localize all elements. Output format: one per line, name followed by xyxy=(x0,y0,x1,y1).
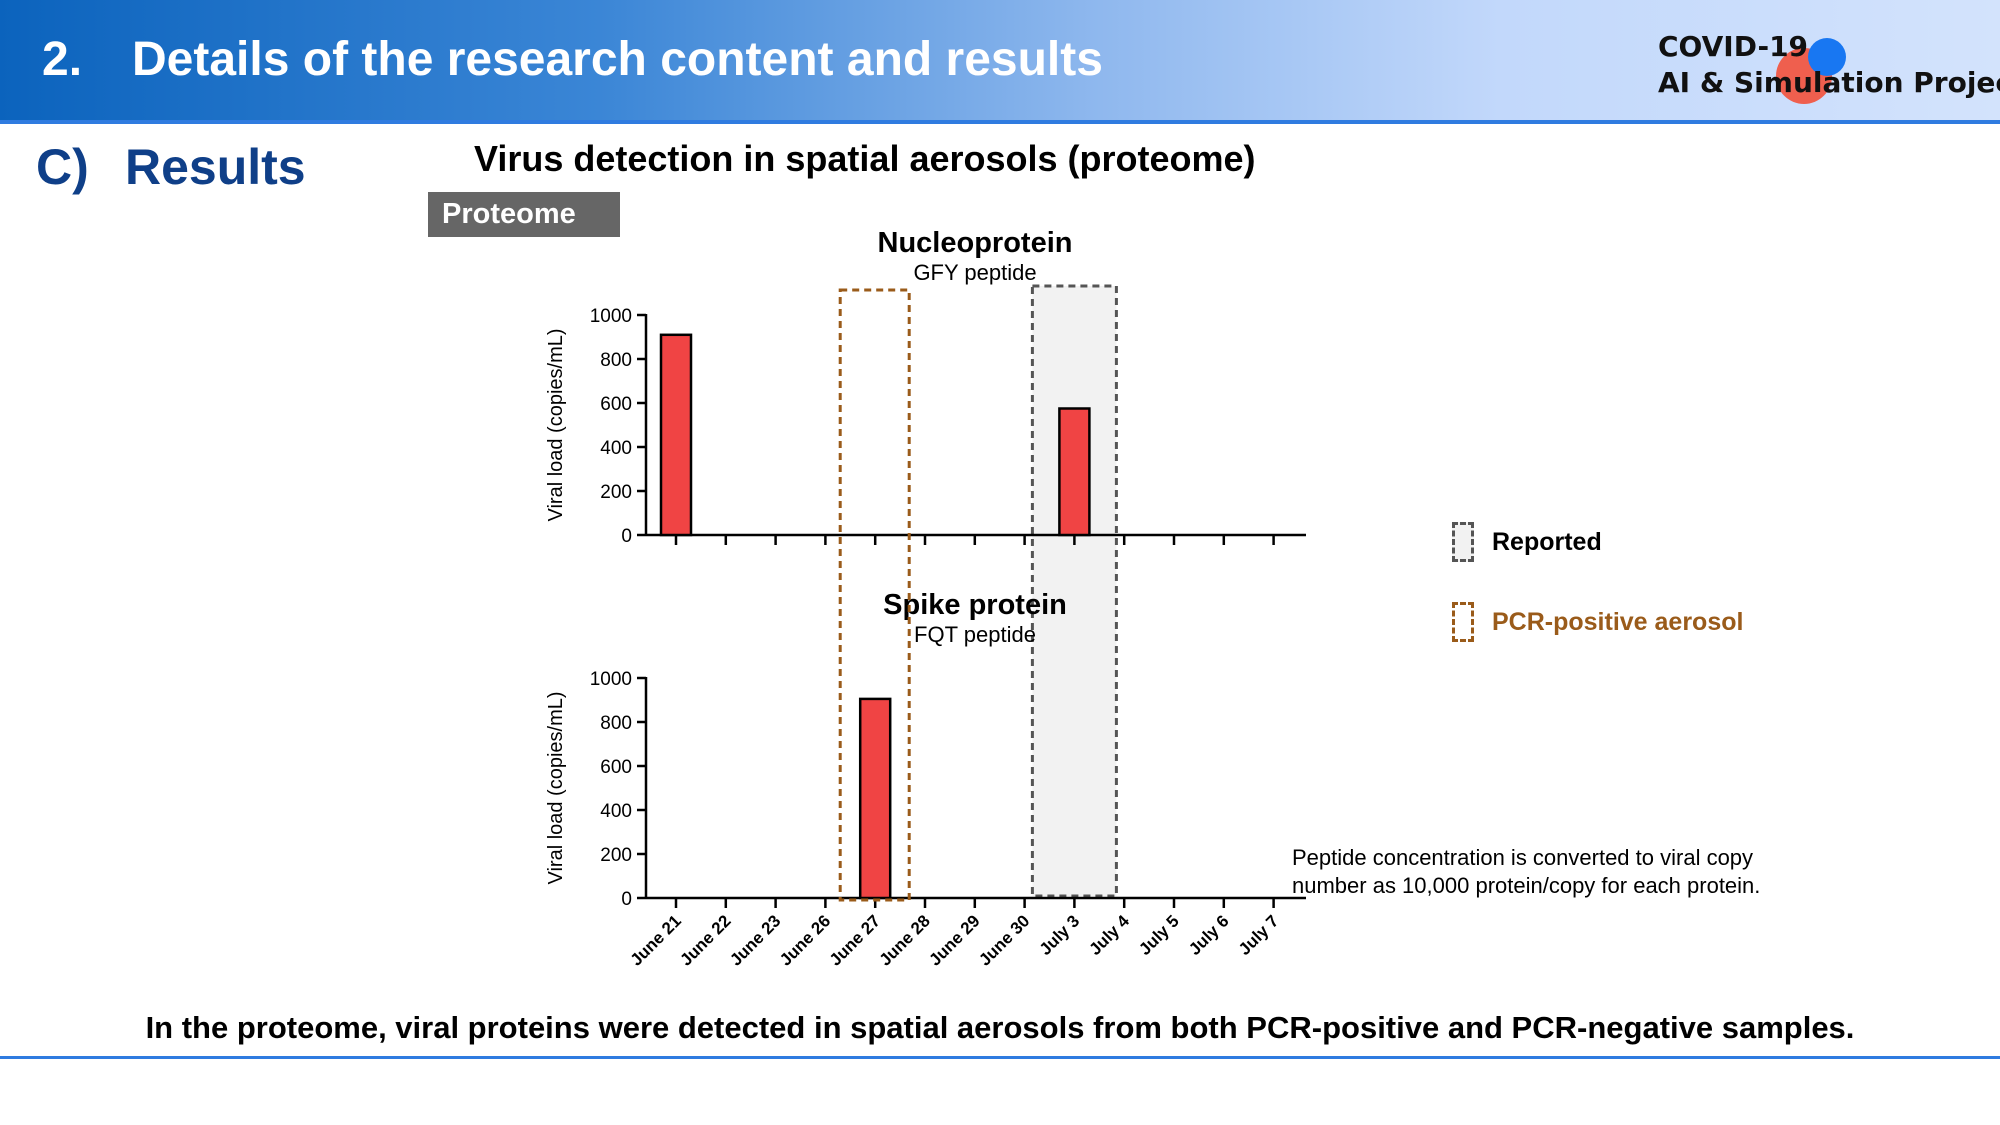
project-name-line2: AI & Simulation Project xyxy=(1658,66,2000,99)
x-tick-label: July 6 xyxy=(1185,911,1233,959)
chart-subtitle: FQT peptide xyxy=(914,622,1036,647)
x-tick-label: June 21 xyxy=(627,911,685,969)
x-tick-label: July 7 xyxy=(1235,911,1283,959)
y-tick-label: 0 xyxy=(621,526,632,547)
section-title: Results xyxy=(125,139,306,195)
y-tick-label: 1000 xyxy=(590,669,632,690)
section-letter: C) xyxy=(36,139,89,195)
footer-divider xyxy=(0,1056,2000,1059)
x-tick-label: June 30 xyxy=(975,911,1033,969)
y-tick-label: 800 xyxy=(600,713,632,734)
legend-reported-swatch xyxy=(1452,522,1474,562)
conclusion-text: In the proteome, viral proteins were det… xyxy=(145,1010,1855,1045)
x-tick-label: June 28 xyxy=(876,911,934,969)
legend-pcr-swatch xyxy=(1452,602,1474,642)
legend-reported-label: Reported xyxy=(1492,528,1602,556)
y-axis-label: Viral load (copies/mL) xyxy=(545,328,567,521)
x-tick-label: July 4 xyxy=(1086,911,1134,959)
y-tick-label: 1000 xyxy=(590,306,632,327)
header-banner: 2. Details of the research content and r… xyxy=(0,0,2000,124)
y-tick-label: 200 xyxy=(600,845,632,866)
x-tick-label: July 3 xyxy=(1036,911,1084,959)
project-logo: COVID-19 AI & Simulation Project xyxy=(1658,28,2000,108)
proteome-badge: Proteome xyxy=(428,192,620,237)
x-tick-label: July 5 xyxy=(1135,911,1183,959)
y-tick-label: 400 xyxy=(600,438,632,459)
y-tick-label: 600 xyxy=(600,757,632,778)
bar-july-3 xyxy=(1058,407,1091,537)
x-tick-label: June 27 xyxy=(826,911,884,969)
y-axis-label: Viral load (copies/mL) xyxy=(545,691,567,884)
project-name-line1: COVID-19 xyxy=(1658,30,1809,63)
figure-title: Virus detection in spatial aerosols (pro… xyxy=(474,138,1256,179)
x-tick-label: June 29 xyxy=(925,911,983,969)
page-title: Details of the research content and resu… xyxy=(132,33,1103,86)
chart-title: Spike protein xyxy=(883,589,1067,621)
pcr-positive-highlight-box xyxy=(838,288,911,902)
y-tick-label: 200 xyxy=(600,482,632,503)
y-tick-label: 400 xyxy=(600,801,632,822)
chart-subtitle: GFY peptide xyxy=(913,260,1036,285)
logo-blue-circle-icon xyxy=(1808,38,1846,76)
section-number: 2. xyxy=(42,33,83,86)
y-tick-label: 0 xyxy=(621,889,632,910)
y-tick-label: 600 xyxy=(600,394,632,415)
chart-title: Nucleoprotein xyxy=(878,227,1073,259)
x-tick-label: June 26 xyxy=(776,911,834,969)
bar-june-27 xyxy=(858,697,892,900)
bar-june-21 xyxy=(659,333,693,537)
x-tick-label: June 23 xyxy=(726,911,784,969)
y-tick-label: 800 xyxy=(600,350,632,371)
conversion-note: Peptide concentration is converted to vi… xyxy=(1292,845,1761,898)
legend-pcr-label: PCR-positive aerosol xyxy=(1492,608,1744,636)
reported-highlight-box xyxy=(1030,284,1118,898)
x-tick-label: June 22 xyxy=(676,911,734,969)
